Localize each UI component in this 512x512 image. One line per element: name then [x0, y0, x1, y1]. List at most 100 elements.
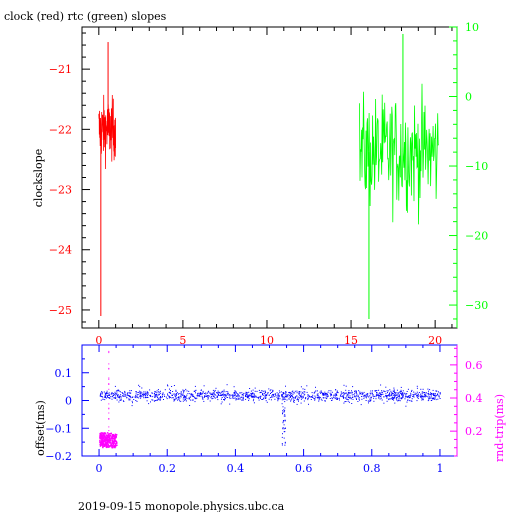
- rnd-trip-point: [100, 437, 102, 439]
- offset-point: [161, 394, 163, 396]
- offset-point: [374, 390, 376, 392]
- offset-point: [254, 393, 255, 395]
- offset-point: [186, 390, 188, 392]
- offset-point: [210, 397, 212, 399]
- offset-point: [346, 394, 348, 396]
- bottom-y2-tick-label: 0.2: [465, 425, 483, 438]
- offset-point: [223, 399, 224, 400]
- offset-point: [318, 397, 320, 399]
- offset-point: [424, 394, 426, 396]
- offset-point: [207, 397, 209, 399]
- offset-point: [268, 394, 270, 396]
- offset-point: [111, 398, 113, 400]
- offset-point: [156, 395, 158, 397]
- offset-point: [372, 390, 373, 392]
- offset-point: [293, 402, 295, 403]
- offset-point: [265, 397, 267, 399]
- offset-point: [134, 396, 136, 398]
- offset-point: [181, 394, 182, 396]
- offset-point: [155, 400, 157, 401]
- offset-point: [385, 386, 387, 388]
- offset-point: [285, 396, 287, 398]
- offset-point: [105, 392, 107, 394]
- offset-point: [107, 395, 109, 396]
- offset-point: [126, 397, 128, 399]
- offset-point: [234, 391, 236, 392]
- rnd-trip-point: [108, 435, 111, 438]
- offset-point: [135, 400, 137, 401]
- offset-point: [271, 394, 273, 396]
- offset-point: [294, 396, 296, 398]
- rnd-trip-point: [99, 432, 101, 435]
- offset-point: [403, 392, 405, 394]
- offset-point: [392, 390, 394, 392]
- offset-point: [129, 390, 131, 392]
- offset-point: [191, 399, 193, 401]
- offset-point: [316, 390, 318, 392]
- offset-point: [308, 395, 310, 397]
- offset-point: [314, 399, 316, 401]
- offset-point: [247, 395, 249, 397]
- rnd-trip-point: [104, 442, 107, 444]
- offset-point: [213, 393, 215, 395]
- offset-point: [263, 397, 265, 399]
- offset-point: [331, 391, 333, 393]
- offset-point: [352, 398, 354, 400]
- rnd-trip-point: [111, 446, 113, 449]
- offset-point: [213, 395, 214, 397]
- offset-point: [356, 399, 357, 400]
- offset-point: [246, 397, 248, 399]
- offset-point: [313, 397, 315, 399]
- offset-point: [225, 398, 226, 400]
- offset-point: [140, 394, 142, 396]
- offset-point: [226, 393, 228, 395]
- offset-point: [416, 393, 418, 395]
- offset-point: [275, 394, 277, 396]
- offset-point: [122, 395, 124, 397]
- offset-point: [144, 396, 146, 398]
- series-rtc: [359, 33, 439, 319]
- top-y2-tick-label: −10: [465, 160, 488, 173]
- offset-point: [389, 398, 391, 400]
- offset-point: [370, 399, 372, 401]
- offset-point: [414, 392, 416, 394]
- offset-point: [272, 396, 274, 398]
- offset-point: [147, 393, 149, 395]
- offset-point: [246, 394, 248, 396]
- offset-point: [119, 395, 121, 397]
- bottom-x-tick-label: 0: [96, 462, 103, 475]
- offset-point: [191, 394, 193, 396]
- offset-point: [386, 395, 388, 397]
- offset-point: [284, 442, 286, 444]
- offset-point: [351, 394, 353, 396]
- offset-point: [436, 394, 438, 396]
- offset-point: [314, 395, 316, 397]
- rnd-trip-point: [105, 441, 107, 443]
- offset-point: [433, 398, 435, 400]
- offset-point: [407, 388, 409, 390]
- offset-point: [351, 391, 353, 393]
- offset-point: [411, 390, 412, 392]
- offset-point: [111, 396, 113, 398]
- offset-point: [221, 391, 223, 393]
- offset-point: [160, 392, 162, 394]
- offset-point: [428, 390, 429, 392]
- offset-point: [378, 393, 380, 395]
- offset-point: [427, 396, 429, 398]
- offset-point: [232, 396, 234, 398]
- offset-point: [117, 390, 119, 392]
- offset-point: [236, 395, 238, 397]
- offset-point: [212, 389, 214, 391]
- offset-point: [351, 403, 353, 404]
- bottom-y-tick-label: −0.1: [45, 422, 72, 435]
- offset-point: [434, 393, 436, 395]
- rnd-trip-point: [108, 430, 110, 432]
- offset-point: [117, 394, 118, 396]
- offset-point: [145, 397, 147, 399]
- offset-point: [324, 400, 326, 402]
- offset-point: [139, 392, 141, 394]
- offset-point: [428, 392, 429, 394]
- offset-point: [389, 394, 390, 396]
- offset-point: [226, 391, 228, 392]
- offset-point: [178, 396, 179, 398]
